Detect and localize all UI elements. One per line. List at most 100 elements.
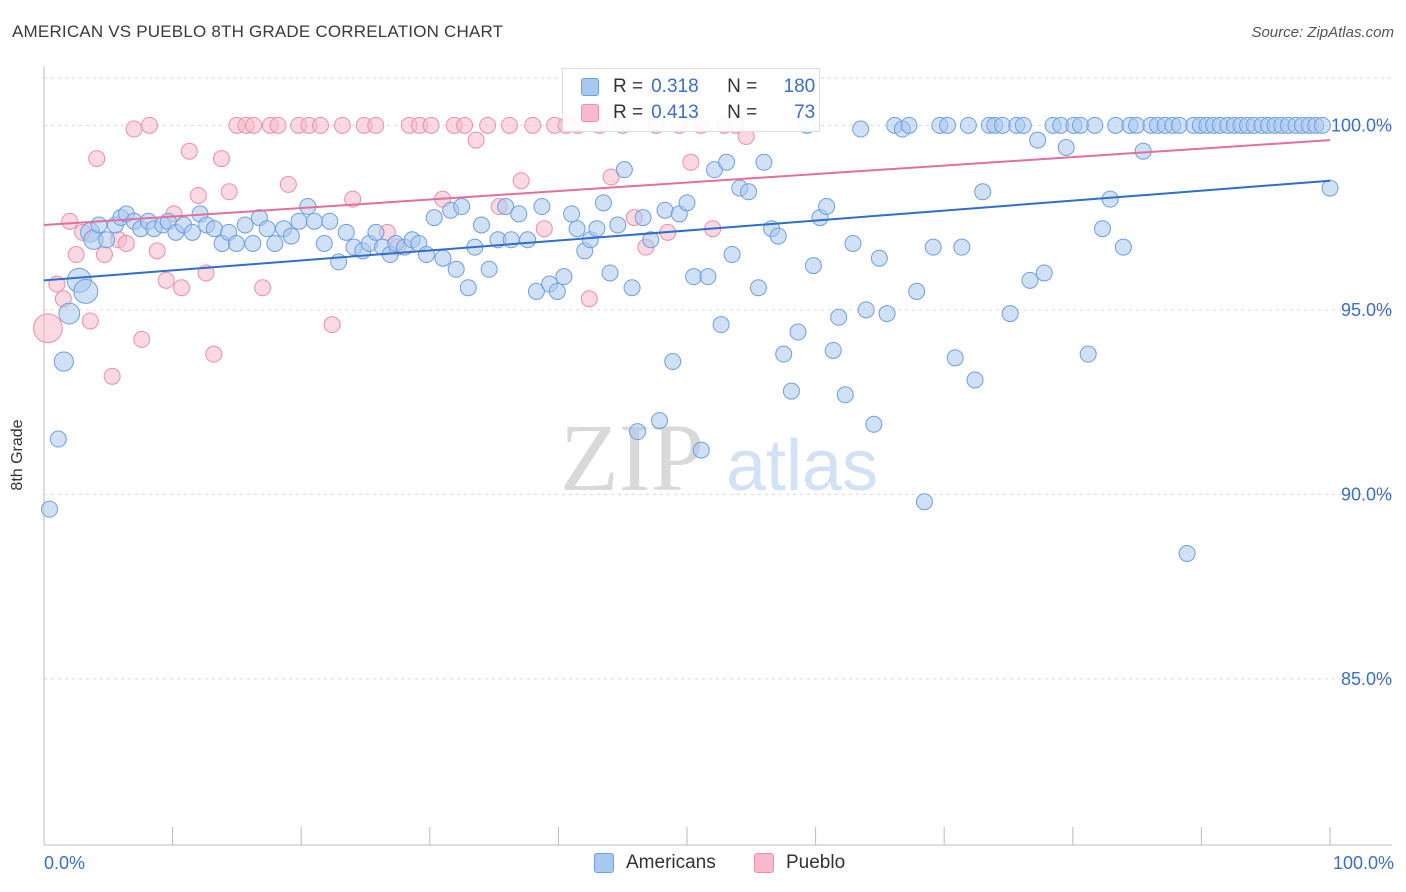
pueblo-point: [682, 153, 700, 171]
watermark-atlas: atlas: [726, 426, 878, 506]
americans-point: [244, 234, 262, 252]
americans-point: [555, 268, 573, 286]
americans-point: [49, 430, 67, 448]
americans-point: [73, 278, 99, 304]
americans-point: [656, 201, 674, 219]
americans-point: [1029, 131, 1047, 149]
pueblo-legend-swatch: [754, 853, 774, 873]
americans-point: [938, 116, 956, 134]
pueblo-point: [269, 116, 287, 134]
pueblo-point: [512, 172, 530, 190]
americans-point: [623, 279, 641, 297]
americans-point: [258, 220, 276, 238]
pueblo-point: [456, 116, 474, 134]
source-label: Source: ZipAtlas.com: [1251, 24, 1394, 41]
americans-point: [755, 153, 773, 171]
americans-point: [974, 183, 992, 201]
americans-point: [1071, 116, 1089, 134]
americans-point: [844, 234, 862, 252]
americans-point: [865, 415, 883, 433]
x-tick-label: 100.0%: [1333, 853, 1394, 873]
americans-point: [305, 212, 323, 230]
americans-point: [183, 223, 201, 241]
pueblo-point: [81, 312, 99, 330]
series-legend: Americans Pueblo: [0, 852, 1406, 878]
pueblo-point: [140, 116, 158, 134]
pueblo-point: [88, 150, 106, 168]
americans-trend-line: [43, 179, 1331, 282]
pueblo-point: [245, 116, 263, 134]
americans-point: [870, 249, 888, 267]
americans-point: [718, 153, 736, 171]
americans-point: [642, 231, 660, 249]
pueblo-point: [580, 290, 598, 308]
pueblo-point: [535, 220, 553, 238]
americans-point: [924, 238, 942, 256]
americans-point: [425, 209, 443, 227]
americans-point: [857, 301, 875, 319]
americans-point: [98, 231, 116, 249]
americans-point: [878, 305, 896, 323]
americans-point: [836, 386, 854, 404]
americans-point: [282, 227, 300, 245]
americans-point: [418, 246, 436, 264]
americans-point: [685, 268, 703, 286]
americans-point: [594, 194, 612, 212]
pueblo-point: [205, 345, 223, 363]
legend-item-americans[interactable]: Americans: [594, 852, 716, 874]
americans-point: [548, 282, 566, 300]
americans-legend-swatch: [594, 853, 614, 873]
pueblo-point: [479, 116, 497, 134]
legend-r-value: 0.413: [651, 102, 699, 123]
americans-point: [769, 227, 787, 245]
americans-point: [58, 302, 81, 325]
axes: [43, 66, 1392, 846]
pueblo-point: [212, 150, 230, 168]
americans-point: [651, 412, 669, 430]
americans-point: [900, 116, 918, 134]
americans-point: [1107, 116, 1125, 134]
pueblo-point: [148, 242, 166, 260]
americans-point: [946, 349, 964, 367]
pueblo-point: [279, 175, 297, 193]
legend-item-pueblo[interactable]: Pueblo: [754, 852, 845, 874]
legend-row-americans: R = 0.318 N = 180: [581, 75, 815, 99]
americans-point: [1057, 139, 1075, 156]
legend-r-value: 0.318: [651, 76, 699, 97]
americans-point: [740, 183, 758, 201]
americans-point: [367, 223, 385, 241]
americans-point: [588, 220, 606, 238]
legend-r-label: R =: [613, 102, 644, 123]
pueblo-point: [103, 367, 121, 385]
americans-point: [824, 341, 842, 359]
legend-n-value: 180: [783, 76, 816, 97]
watermark: ZIP atlas: [560, 404, 878, 511]
pueblo-point: [180, 142, 198, 160]
americans-point: [723, 246, 741, 264]
americans-point: [497, 198, 515, 216]
stats-legend: R = 0.318 N = 180 R = 0.413 N = 73: [562, 68, 820, 132]
trend-lines: [43, 139, 1331, 282]
americans-point: [480, 260, 498, 278]
americans-point: [568, 220, 586, 238]
legend-r-label: R =: [613, 76, 644, 97]
americans-point: [519, 231, 537, 249]
pueblo-point: [125, 120, 143, 138]
pueblo-point: [367, 116, 385, 134]
americans-point: [1014, 116, 1032, 134]
americans-point: [1021, 271, 1039, 289]
americans-point: [1178, 544, 1196, 562]
americans-point: [434, 249, 452, 267]
americans-point: [1128, 116, 1146, 134]
pueblo-point: [467, 131, 485, 149]
legend-pueblo-label: Pueblo: [786, 852, 846, 873]
americans-point: [966, 371, 984, 389]
americans-point: [236, 216, 254, 234]
y-tick-label: 90.0%: [1341, 484, 1392, 504]
americans-point: [818, 198, 836, 216]
legend-n-label: N =: [727, 76, 758, 97]
americans-point: [266, 234, 284, 252]
americans-point: [1170, 116, 1188, 134]
americans-point: [789, 323, 807, 341]
